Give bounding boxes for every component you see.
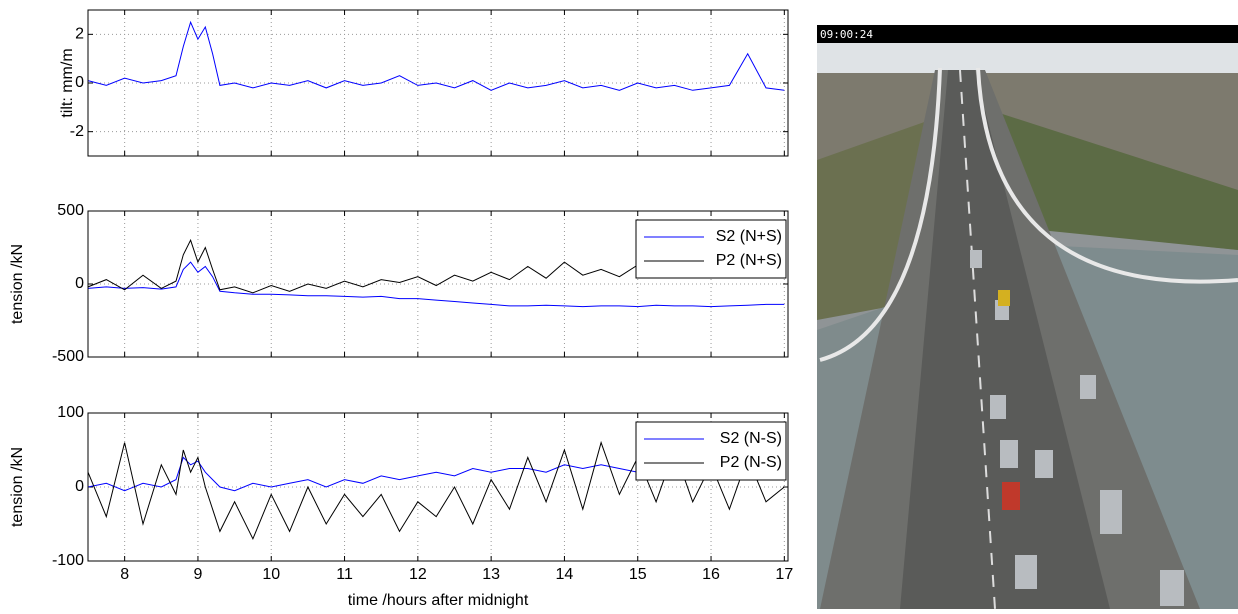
legend-box — [635, 421, 787, 481]
y-tick-label: 0 — [75, 275, 84, 292]
x-axis-label: time /hours after midnight — [348, 592, 529, 609]
legend-label: P2 (N-S) — [720, 454, 782, 471]
y-tick-label: 0 — [75, 74, 84, 91]
axes-box — [87, 210, 789, 358]
x-tick-label: 10 — [262, 566, 280, 583]
axes-box — [87, 412, 789, 562]
legend-label: S2 (N+S) — [716, 228, 782, 245]
chart-panel: -2 0 2 tilt: mm/m — [59, 9, 789, 157]
x-tick-label: 12 — [409, 566, 427, 583]
road — [900, 70, 1110, 609]
photo: 09:00:24 — [817, 25, 1238, 610]
sky — [817, 43, 1238, 73]
chart-panel: -500 0 500 tension /kN S2 (N+S) P2 (N+S) — [9, 202, 789, 365]
axes-box — [87, 9, 789, 157]
y-axis-label: tension /kN — [9, 244, 26, 324]
chart-panel: 8 9 10 11 12 13 14 15 16 17 -100 0 100 tension /kN tim… — [9, 404, 793, 609]
y-tick-label: 2 — [75, 26, 84, 43]
timestamp-bar — [817, 25, 1238, 43]
cars — [970, 250, 1184, 606]
x-tick-label: 8 — [120, 566, 129, 583]
x-tick-label: 17 — [775, 566, 793, 583]
y-tick-label: 0 — [75, 478, 84, 495]
y-tick-label: -2 — [70, 123, 84, 140]
car — [1002, 482, 1020, 510]
trees — [990, 110, 1238, 250]
data-line — [87, 20, 785, 91]
x-tick-label: 13 — [482, 566, 500, 583]
y-tick-label: -500 — [52, 348, 84, 365]
x-tick-label: 14 — [556, 566, 574, 583]
cable — [976, 67, 1238, 284]
x-tick-label: 15 — [629, 566, 647, 583]
car — [998, 290, 1010, 306]
cable — [819, 67, 942, 362]
legend-box — [635, 219, 787, 279]
x-tick-label: 11 — [336, 566, 353, 583]
legend-label: S2 (N-S) — [720, 430, 782, 447]
legend: S2 (N-S) P2 (N-S) — [635, 421, 787, 481]
y-axis-label: tilt: mm/m — [59, 48, 76, 117]
y-axis-label: tension /kN — [9, 447, 26, 527]
timestamp: 09:00:24 — [820, 28, 873, 41]
y-tick-label: -100 — [52, 552, 84, 569]
data-line — [87, 261, 785, 308]
legend: S2 (N+S) P2 (N+S) — [635, 219, 787, 279]
data-line — [87, 440, 785, 541]
legend-label: P2 (N+S) — [716, 252, 782, 269]
lane-marking — [959, 69, 996, 610]
x-tick-label: 9 — [193, 566, 202, 583]
y-tick-label: 500 — [57, 202, 84, 219]
y-tick-label: 100 — [57, 404, 84, 421]
x-tick-label: 16 — [702, 566, 720, 583]
